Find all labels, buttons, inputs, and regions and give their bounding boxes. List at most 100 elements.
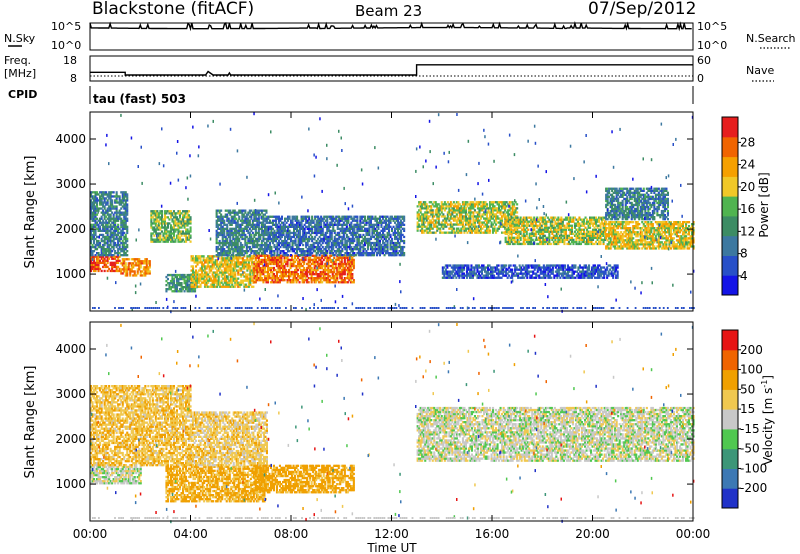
nave-tick-top: 60 bbox=[697, 54, 711, 67]
power-cell bbox=[103, 207, 106, 210]
power-cell bbox=[150, 220, 153, 223]
power-cell bbox=[150, 214, 153, 217]
power-cell bbox=[232, 269, 235, 272]
power-cell bbox=[495, 219, 498, 222]
power-cell bbox=[201, 281, 204, 284]
power-cell bbox=[241, 281, 244, 284]
power-cell bbox=[227, 245, 230, 249]
power-cell bbox=[259, 254, 262, 257]
power-cell bbox=[241, 263, 244, 266]
power-cell bbox=[340, 275, 343, 278]
power-cell bbox=[108, 213, 111, 216]
power-cell bbox=[230, 231, 233, 235]
power-cell bbox=[248, 219, 251, 222]
power-cell bbox=[141, 270, 144, 273]
power-cell bbox=[308, 235, 311, 239]
power-cell bbox=[120, 270, 123, 273]
power-cell bbox=[302, 248, 305, 251]
power-cell bbox=[294, 231, 297, 235]
power-cell bbox=[234, 255, 237, 258]
power-cell bbox=[349, 279, 352, 282]
power-cell bbox=[156, 236, 159, 239]
power-cell bbox=[374, 250, 377, 253]
power-cell bbox=[323, 217, 326, 220]
power-cell bbox=[377, 225, 380, 228]
power-cell bbox=[223, 285, 226, 288]
power-cell bbox=[90, 199, 93, 202]
power-cell bbox=[229, 233, 232, 237]
power-cell bbox=[121, 219, 124, 222]
power-cell bbox=[233, 221, 236, 224]
power-cell bbox=[178, 210, 181, 213]
power-cell bbox=[188, 290, 191, 293]
power-cell bbox=[369, 237, 372, 241]
power-cell bbox=[160, 230, 163, 233]
power-cell bbox=[94, 267, 97, 271]
power-cell bbox=[232, 257, 235, 260]
power-cell bbox=[106, 207, 109, 210]
power-cell bbox=[163, 230, 166, 233]
power-cell bbox=[115, 243, 118, 247]
power-cell bbox=[121, 199, 124, 202]
power-cell bbox=[219, 271, 222, 274]
power-cell bbox=[220, 245, 223, 249]
power-cell bbox=[320, 215, 323, 218]
power-cell bbox=[343, 258, 346, 262]
power-cell bbox=[443, 201, 446, 204]
power-cell bbox=[273, 229, 276, 232]
power-cell bbox=[499, 213, 502, 216]
power-cell bbox=[118, 213, 121, 216]
power-cell bbox=[229, 209, 232, 212]
power-cell bbox=[196, 279, 199, 282]
power-cell bbox=[233, 241, 236, 245]
power-cell bbox=[315, 281, 318, 284]
power-cell bbox=[105, 254, 108, 257]
power-cell bbox=[168, 210, 171, 213]
power-cell bbox=[302, 219, 305, 222]
power-cell bbox=[115, 233, 118, 237]
power-cell bbox=[135, 258, 138, 261]
power-cell bbox=[254, 268, 257, 272]
power-cell bbox=[418, 213, 421, 216]
power-cell bbox=[227, 252, 230, 255]
power-cell bbox=[198, 269, 201, 272]
power-cell bbox=[335, 245, 338, 249]
power-cell bbox=[124, 239, 127, 243]
power-cell bbox=[160, 222, 163, 225]
power-cell bbox=[265, 209, 268, 212]
power-cell bbox=[145, 270, 148, 273]
power-cell bbox=[247, 217, 250, 220]
power-cell bbox=[112, 205, 115, 208]
power-cell bbox=[180, 290, 183, 293]
power-cell bbox=[236, 254, 239, 257]
power-cell bbox=[117, 195, 120, 198]
power-cell bbox=[290, 237, 293, 241]
power-cell bbox=[336, 239, 339, 243]
power-cell bbox=[217, 265, 220, 268]
power-cell bbox=[157, 232, 160, 235]
power-cell bbox=[156, 238, 159, 241]
power-cell bbox=[262, 273, 265, 276]
power-cell bbox=[91, 243, 94, 247]
power-cell bbox=[109, 263, 112, 266]
power-cell bbox=[136, 272, 139, 275]
power-cell bbox=[311, 227, 314, 230]
power-cell bbox=[486, 215, 489, 218]
power-cell bbox=[321, 260, 324, 264]
power-cell bbox=[213, 281, 216, 284]
power-cell bbox=[177, 228, 180, 231]
power-cell bbox=[153, 240, 156, 243]
power-cell bbox=[159, 210, 162, 213]
power-cell bbox=[229, 273, 232, 276]
power-cell bbox=[136, 270, 139, 273]
power-cell bbox=[301, 264, 304, 268]
power-cell bbox=[238, 252, 241, 255]
power-cell bbox=[126, 272, 129, 275]
power-cell bbox=[168, 234, 171, 237]
power-cell bbox=[183, 222, 186, 225]
power-cell bbox=[257, 215, 260, 218]
power-cell bbox=[102, 257, 105, 260]
freq-series bbox=[90, 64, 693, 76]
power-cell bbox=[303, 229, 306, 232]
power-cell bbox=[253, 213, 256, 216]
